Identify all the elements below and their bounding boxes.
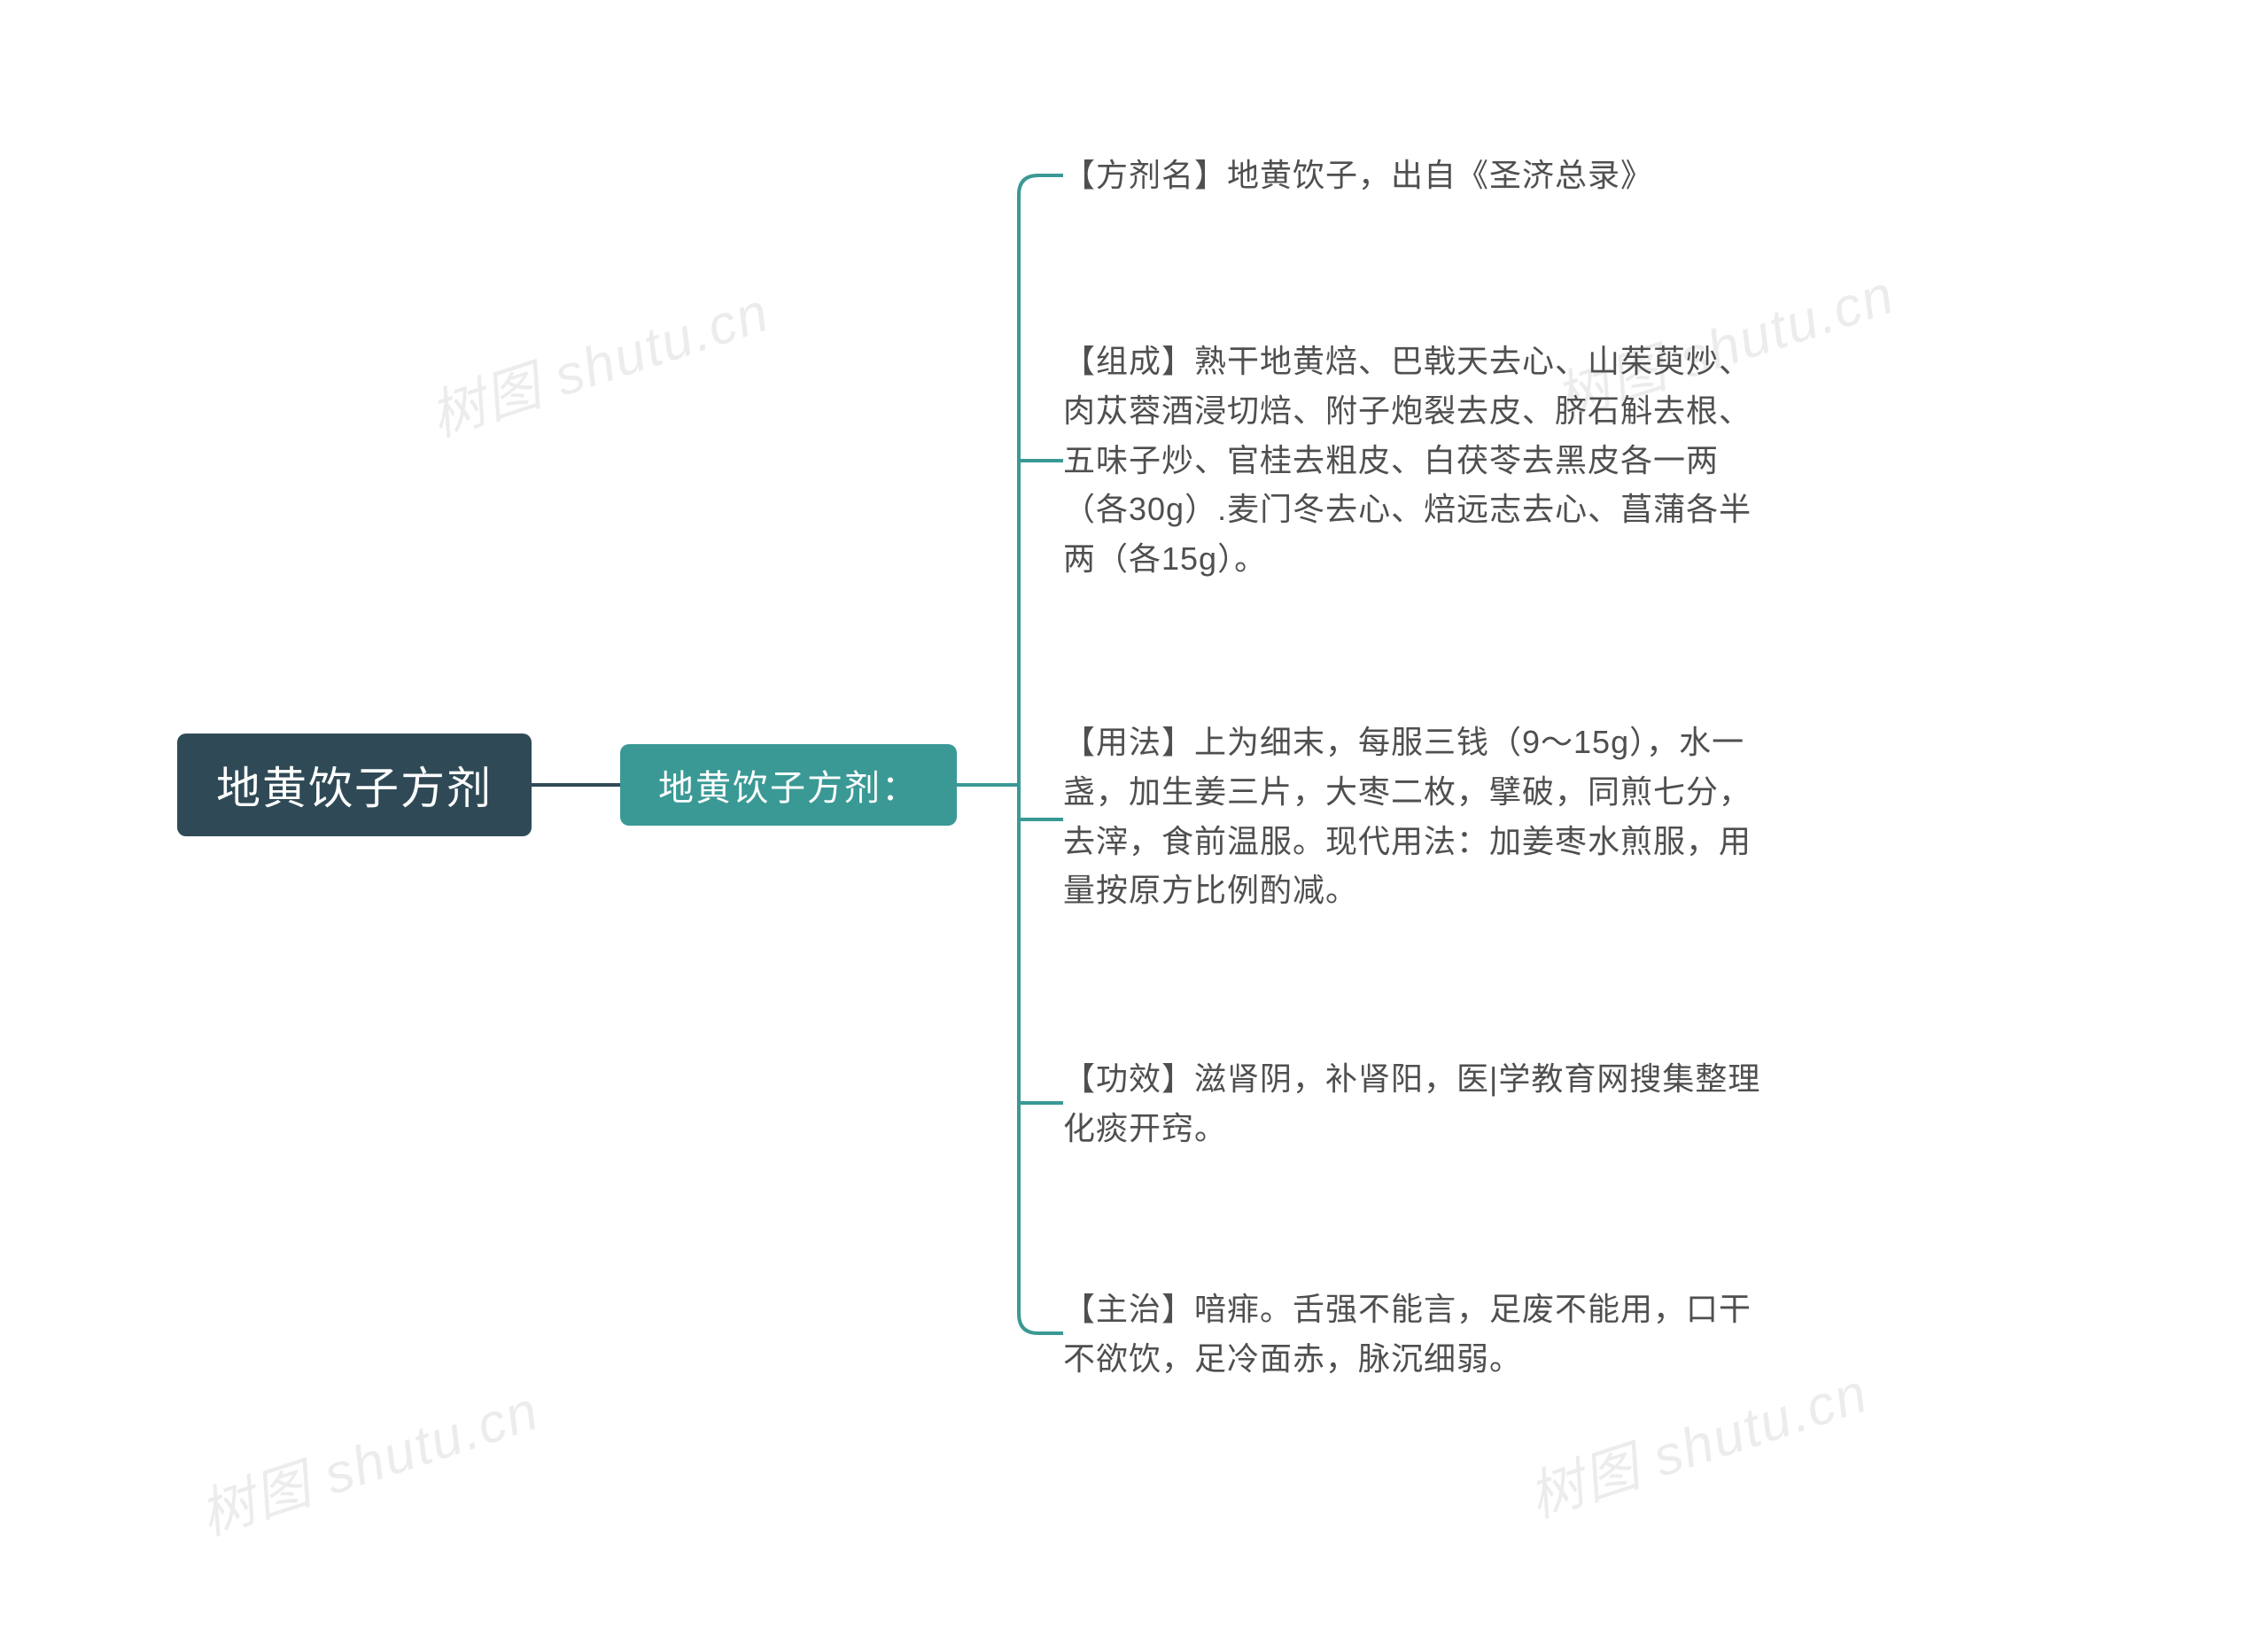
branch-label: 地黄饮子方剂： [658,759,919,811]
leaf-node[interactable]: 【主治】喑痱。舌强不能言，足废不能用，口干不欲饮，足冷面赤，脉沉细弱。 [1063,1285,1781,1384]
root-label: 地黄饮子方剂 [216,753,493,817]
mindmap-canvas: 树图 shutu.cn 树图 shutu.cn 树图 shutu.cn 树图 s… [0,0,2268,1638]
root-node[interactable]: 地黄饮子方剂 [177,734,532,836]
watermark: 树图 shutu.cn [418,268,778,452]
leaf-node[interactable]: 【方剂名】地黄饮子，出自《圣济总录》 [1063,151,1781,200]
leaf-node[interactable]: 【功效】滋肾阴，补肾阳，医|学教育网搜集整理化痰开窍。 [1063,1054,1781,1153]
branch-node[interactable]: 地黄饮子方剂： [620,744,957,826]
leaf-node[interactable]: 【用法】上为细末，每服三钱（9～15g），水一盏，加生姜三片，大枣二枚，擘破，同… [1063,718,1781,915]
leaf-node[interactable]: 【组成】熟干地黄焙、巴戟天去心、山茱萸炒、肉苁蓉酒浸切焙、附子炮裂去皮、脐石斛去… [1063,337,1781,584]
watermark: 树图 shutu.cn [188,1366,548,1550]
